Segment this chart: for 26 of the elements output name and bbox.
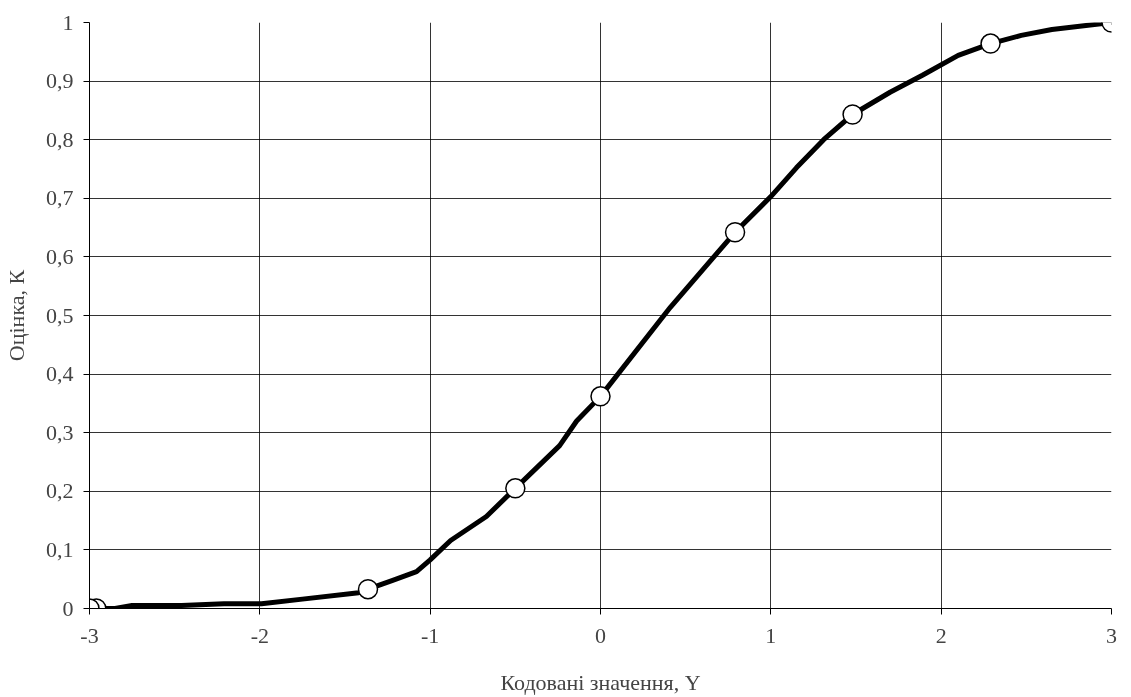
- x-tick-label: -1: [421, 622, 440, 648]
- y-tick-label: 0,6: [46, 243, 74, 269]
- y-tick-label: 0,3: [46, 419, 74, 445]
- x-tick-label: -2: [250, 622, 269, 648]
- x-tick-label: 3: [1106, 622, 1117, 648]
- x-tick-label: 2: [935, 622, 947, 648]
- point: [842, 104, 863, 125]
- y-tick-label: 1: [62, 9, 74, 35]
- x-tick-label: 0: [595, 622, 606, 648]
- y-tick-label: 0,7: [46, 185, 74, 211]
- point: [357, 578, 379, 600]
- x-tick-label: -3: [80, 622, 99, 648]
- point: [724, 222, 746, 243]
- y-tick-label: 0,2: [46, 478, 74, 504]
- y-tick-label: 0,4: [46, 361, 74, 387]
- y-tick-label: 0,9: [46, 68, 74, 94]
- point: [505, 478, 526, 499]
- y-tick-label: 0,8: [46, 126, 74, 152]
- point: [590, 386, 611, 407]
- y-axis-title: Оцінка, К: [4, 269, 29, 362]
- y-tick-label: 0,1: [46, 536, 74, 562]
- y-tick-label: 0,5: [46, 302, 74, 328]
- y-tick-label: 0: [62, 595, 74, 621]
- x-tick-label: 1: [765, 622, 777, 648]
- point: [980, 33, 1001, 54]
- x-axis-title: Кодовані значення, Y: [500, 669, 701, 695]
